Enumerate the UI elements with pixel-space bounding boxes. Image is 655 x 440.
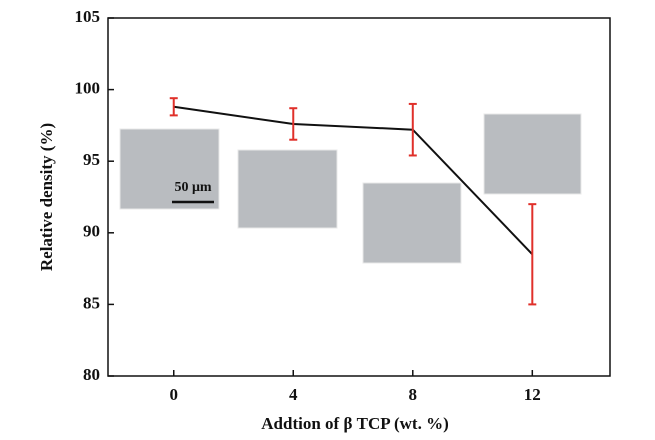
plot-frame bbox=[107, 17, 611, 377]
y-tick-label: 105 bbox=[75, 7, 101, 26]
y-tick-label: 85 bbox=[83, 293, 100, 312]
x-tick-label: 8 bbox=[409, 385, 418, 404]
y-tick-label: 95 bbox=[83, 150, 100, 169]
y-axis-label: Relative density (%) bbox=[37, 123, 56, 271]
y-tick-label: 100 bbox=[75, 79, 101, 98]
micrograph bbox=[362, 182, 462, 264]
y-tick-label: 90 bbox=[83, 222, 100, 241]
data-line bbox=[173, 105, 534, 255]
x-tick-label: 4 bbox=[289, 385, 298, 404]
micrograph bbox=[237, 149, 338, 229]
scale-label: 50 μm bbox=[174, 180, 211, 195]
y-tick-label: 80 bbox=[83, 365, 100, 384]
x-axis-label: Addtion of β TCP (wt. %) bbox=[261, 414, 448, 433]
x-tick-label: 12 bbox=[524, 385, 541, 404]
micrograph bbox=[119, 128, 220, 210]
x-tick-label: 0 bbox=[169, 385, 178, 404]
micrograph bbox=[483, 113, 582, 195]
